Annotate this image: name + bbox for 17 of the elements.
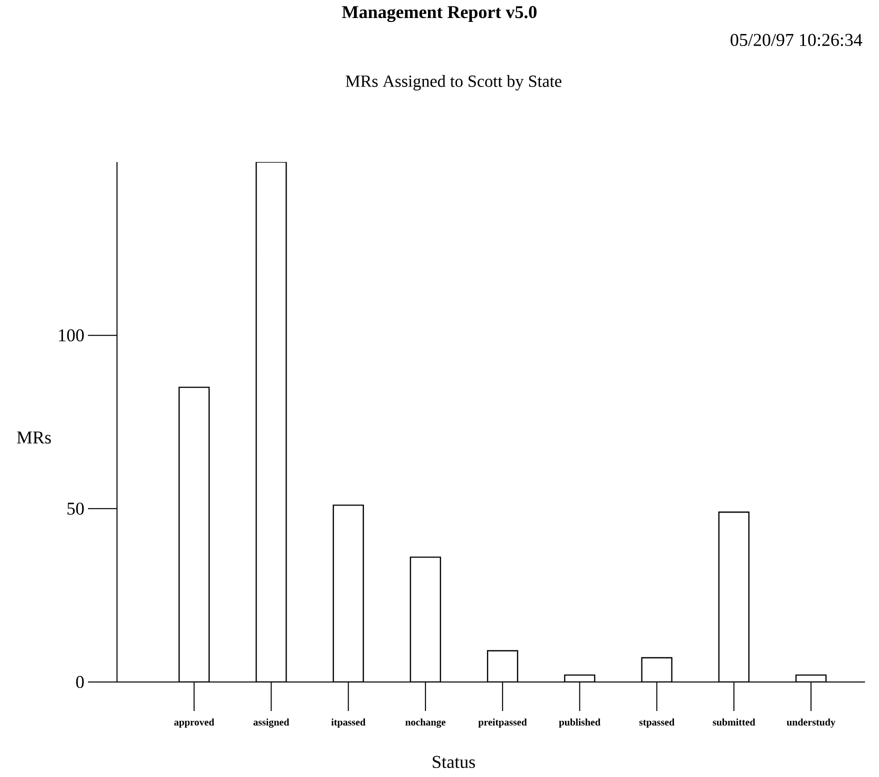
text: Management Report v5.0 xyxy=(342,6,537,22)
text: 05/20/97 10:26:34 xyxy=(730,34,862,46)
chart-title: MRs Assigned to Scott by State xyxy=(346,75,562,90)
x-axis-title: Status xyxy=(432,756,475,768)
x-tick-label: submitted xyxy=(712,718,756,726)
x-tick-label: understudy xyxy=(786,718,836,728)
y-tick-label: 50 xyxy=(68,502,84,515)
y-axis-title: MRs xyxy=(17,432,51,444)
x-tick-label: published xyxy=(558,718,600,728)
x-tick-label: nochange xyxy=(405,718,446,728)
x-tick-label: stpassed xyxy=(639,718,674,728)
x-tick-label: itpassed xyxy=(331,718,366,728)
y-tick-label: 0 xyxy=(76,676,84,688)
x-tick-label: approved xyxy=(174,718,214,728)
x-tick-label: assigned xyxy=(254,718,290,728)
x-tick-label: preitpassed xyxy=(478,718,527,728)
y-tick-label: 100 xyxy=(59,329,84,342)
